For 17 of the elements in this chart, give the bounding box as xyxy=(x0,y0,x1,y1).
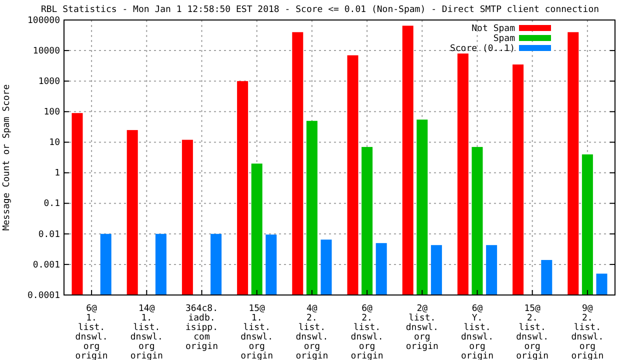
y-tick-label: 0.1 xyxy=(44,199,60,210)
chart-title: RBL Statistics - Mon Jan 1 12:58:50 EST 2018 - Score <= 0.01 (Non-Spam) - Direct SMTP client connection xyxy=(40,5,600,15)
y-tick-label: 10 xyxy=(49,138,60,148)
y-tick-label: 1000 xyxy=(38,76,60,87)
legend-label: Not Spam xyxy=(472,24,515,34)
x-tick-label: 364c8. iadb. isipp. com origin xyxy=(185,304,218,352)
legend-label: Score (0..1) xyxy=(450,44,515,54)
y-tick-label: 100 xyxy=(44,108,60,118)
y-axis-title: Message Count or Spam Score xyxy=(2,84,12,231)
y-tick-label: 100000 xyxy=(27,16,60,26)
x-tick-label: 2@ list. dnswl. org origin xyxy=(406,304,438,352)
legend-label: Spam xyxy=(493,34,515,44)
y-tick-label: 0.001 xyxy=(32,260,60,270)
y-tick-label: 10000 xyxy=(32,46,60,56)
y-tick-label: 1 xyxy=(54,168,60,179)
y-tick-label: 0.0001 xyxy=(27,290,60,301)
y-tick-label: 0.01 xyxy=(38,230,60,240)
